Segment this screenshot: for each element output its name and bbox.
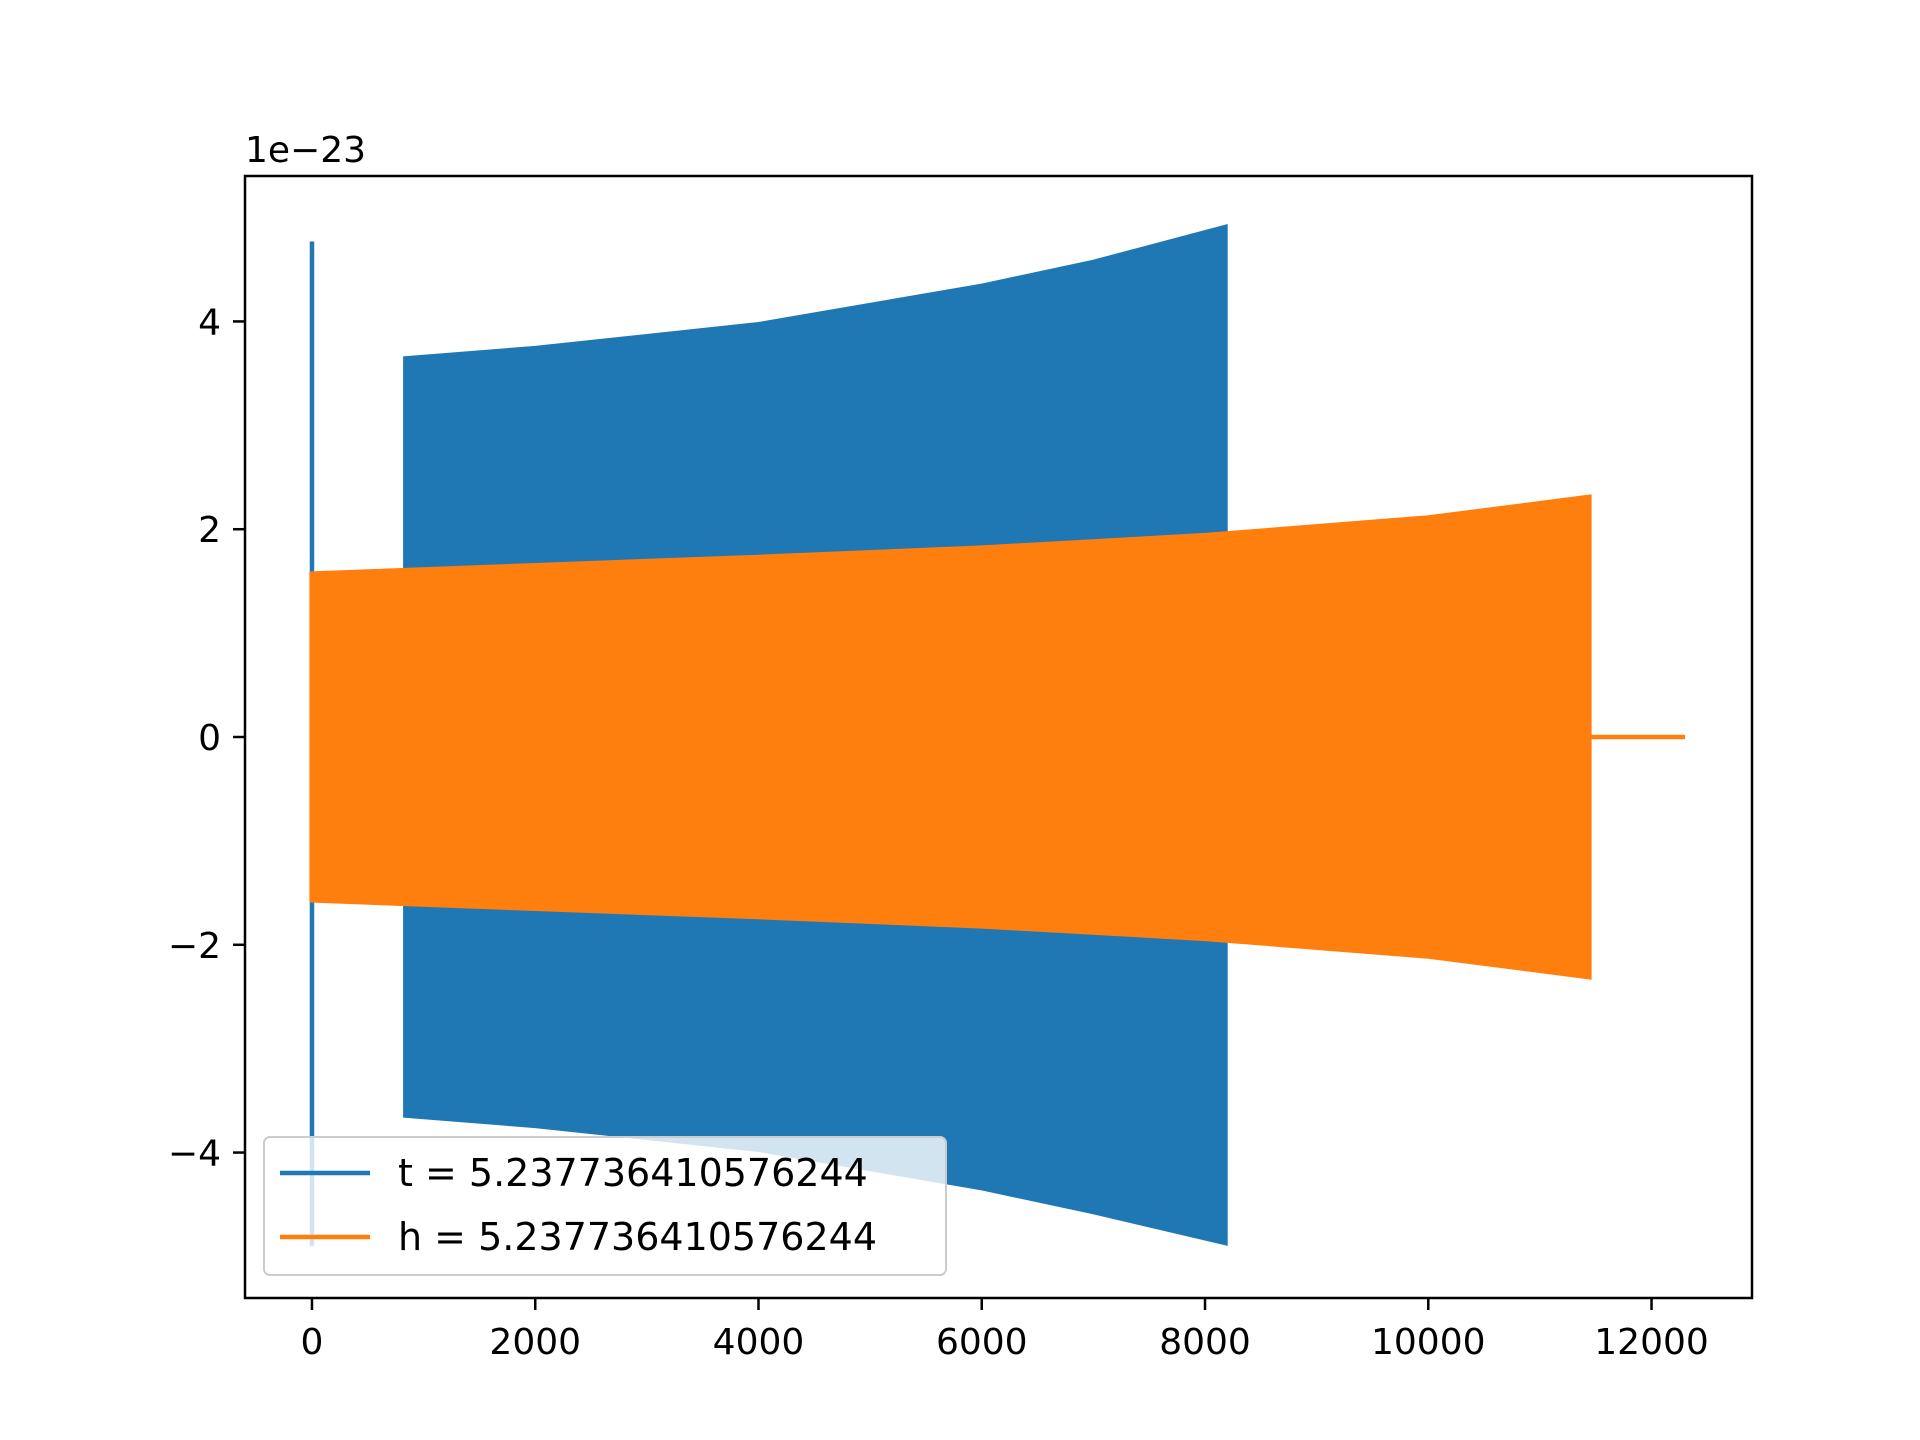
y-tick-label: −2 xyxy=(168,926,221,967)
y-tick-label: 4 xyxy=(198,302,221,343)
legend-label-h: h = 5.237736410576244 xyxy=(398,1215,877,1259)
x-tick-label: 8000 xyxy=(1159,1322,1251,1363)
legend: t = 5.237736410576244 h = 5.237736410576… xyxy=(263,1136,947,1276)
y-tick-label: 2 xyxy=(198,510,221,551)
y-tick-label: 0 xyxy=(198,718,221,759)
legend-box xyxy=(263,1136,947,1276)
x-tick-label: 2000 xyxy=(489,1322,581,1363)
y-offset-label: 1e−23 xyxy=(245,130,366,171)
y-tick-label: −4 xyxy=(168,1134,221,1175)
legend-label-t: t = 5.237736410576244 xyxy=(398,1151,868,1195)
x-tick-label: 10000 xyxy=(1371,1322,1486,1363)
y-axis: −4 −2 0 2 4 xyxy=(168,302,245,1175)
plot-area xyxy=(309,223,1686,1247)
x-tick-label: 12000 xyxy=(1594,1322,1709,1363)
x-axis: 0 2000 4000 6000 8000 10000 12000 xyxy=(301,1298,1709,1363)
x-tick-label: 0 xyxy=(301,1322,324,1363)
x-tick-label: 4000 xyxy=(713,1322,805,1363)
series-h-envelope xyxy=(309,494,1592,980)
x-tick-label: 6000 xyxy=(936,1322,1028,1363)
